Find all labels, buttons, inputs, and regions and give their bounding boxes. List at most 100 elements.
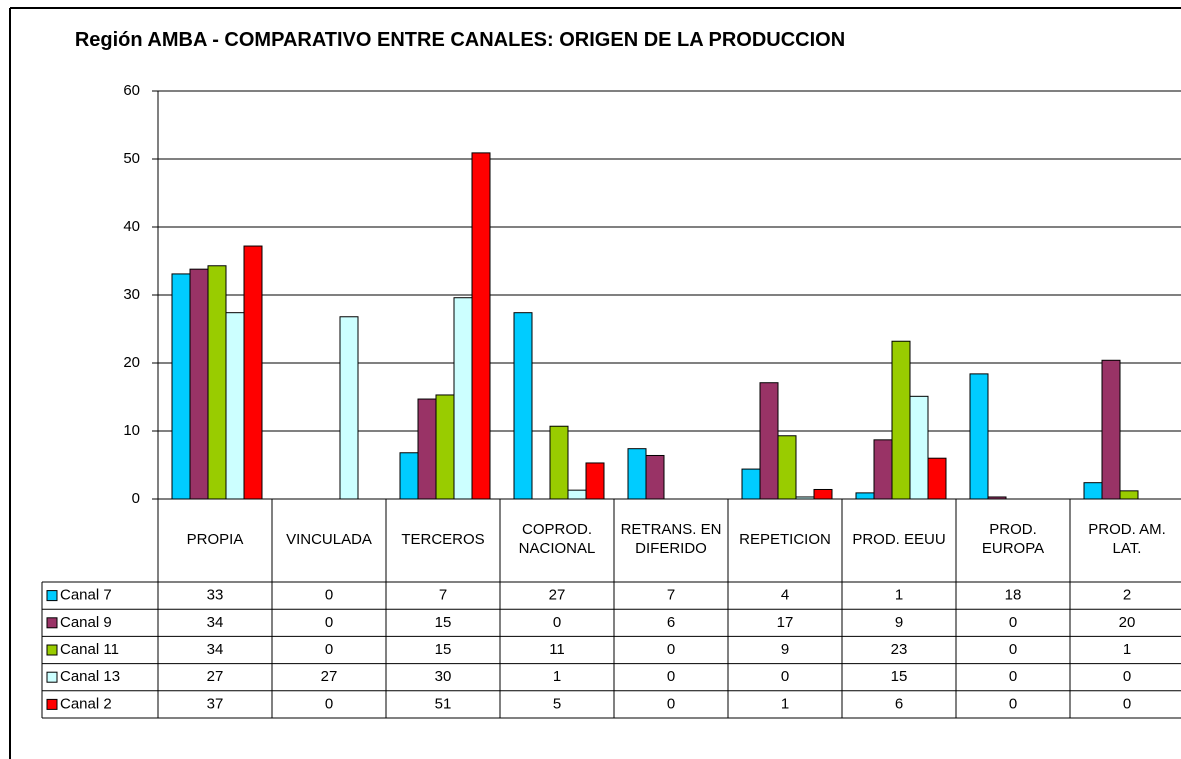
table-cell: 2 [1123,587,1131,604]
bar [759,382,779,500]
table-cell: 0 [1009,668,1017,685]
bar [891,340,911,500]
bar [969,373,989,500]
table-cell: 51 [435,695,452,712]
legend-label: Canal 9 [60,614,112,631]
table-cell: 11 [549,641,565,658]
table-cell: 0 [325,641,333,658]
table-cell: 33 [207,587,224,604]
table-cell: 1 [553,668,561,685]
table-cell: 0 [1009,641,1017,658]
bar [567,489,587,500]
bar [225,312,245,500]
table-cell: 0 [325,695,333,712]
legend-label: Canal 11 [60,641,119,658]
table-cell: 0 [781,668,789,685]
table-cell: 30 [435,668,452,685]
bar [549,425,569,500]
bar [471,152,491,500]
bar [909,395,929,500]
legend-label: Canal 7 [60,587,112,604]
y-tick-label: 0 [132,490,140,507]
legend-key [46,590,58,602]
y-tick-label: 50 [123,150,140,167]
y-tick-label: 60 [123,82,140,99]
table-cell: 6 [895,695,903,712]
x-tick-label: PROD. EUROPA [981,521,1045,557]
x-tick-label: REPETICION [739,530,831,548]
bar [171,273,191,500]
legend-key [46,698,58,710]
table-cell: 34 [207,614,224,631]
bar [813,488,833,500]
table-cell: 17 [777,614,794,631]
y-tick-label: 40 [123,218,140,235]
bar [513,312,533,500]
bar [777,435,797,500]
table-cell: 0 [553,614,561,631]
bar [339,316,359,500]
table-cell: 18 [1005,587,1022,604]
table-cell: 1 [1123,641,1131,658]
table-cell: 0 [1009,695,1017,712]
legend-key [46,644,58,656]
x-tick-label: RETRANS. EN DIFERIDO [620,521,722,557]
table-cell: 6 [667,614,675,631]
legend-key [46,617,58,629]
x-tick-label: TERCEROS [401,530,485,548]
y-tick-label: 30 [123,286,140,303]
x-tick-label: VINCULADA [286,530,372,548]
bar [1101,359,1121,500]
legend-label: Canal 2 [60,695,112,712]
table-cell: 1 [781,695,789,712]
bar [1083,482,1103,500]
chart-title: Región AMBA - COMPARATIVO ENTRE CANALES:… [74,29,846,51]
x-tick-label: PROPIA [186,530,244,548]
bar [243,245,263,500]
x-tick-label: PROD. EEUU [852,530,946,548]
table-cell: 27 [207,668,224,685]
table-cell: 9 [895,614,903,631]
bar [927,457,947,500]
bar [645,454,665,500]
legend-label: Canal 13 [60,668,120,685]
table-cell: 1 [895,587,903,604]
table-cell: 4 [781,587,789,604]
table-cell: 0 [1123,695,1131,712]
table-cell: 15 [435,614,452,631]
x-tick-label: COPROD. NACIONAL [518,521,596,557]
bar [207,265,227,500]
table-cell: 0 [1009,614,1017,631]
table-cell: 5 [553,695,561,712]
table-cell: 23 [891,641,908,658]
table-cell: 0 [325,587,333,604]
x-tick-label: PROD. AM. LAT. [1088,521,1166,557]
table-cell: 15 [891,668,908,685]
bar [399,452,419,500]
table-cell: 0 [1123,668,1131,685]
bar [435,394,455,500]
bar [453,297,473,500]
table-cell: 37 [207,695,224,712]
table-cell: 9 [781,641,789,658]
bar [417,398,437,500]
table-cell: 20 [1119,614,1136,631]
bar [741,468,761,500]
table-cell: 7 [667,587,675,604]
table-cell: 27 [321,668,338,685]
bar [627,448,647,500]
table-cell: 15 [435,641,452,658]
table-cell: 34 [207,641,224,658]
table-cell: 7 [439,587,447,604]
table-cell: 0 [667,695,675,712]
table-cell: 0 [325,614,333,631]
table-cell: 0 [667,668,675,685]
bar [1119,490,1139,500]
bar [873,439,893,500]
table-cell: 27 [549,587,566,604]
y-tick-label: 10 [123,422,140,439]
table-cell: 0 [667,641,675,658]
bar [189,268,209,500]
